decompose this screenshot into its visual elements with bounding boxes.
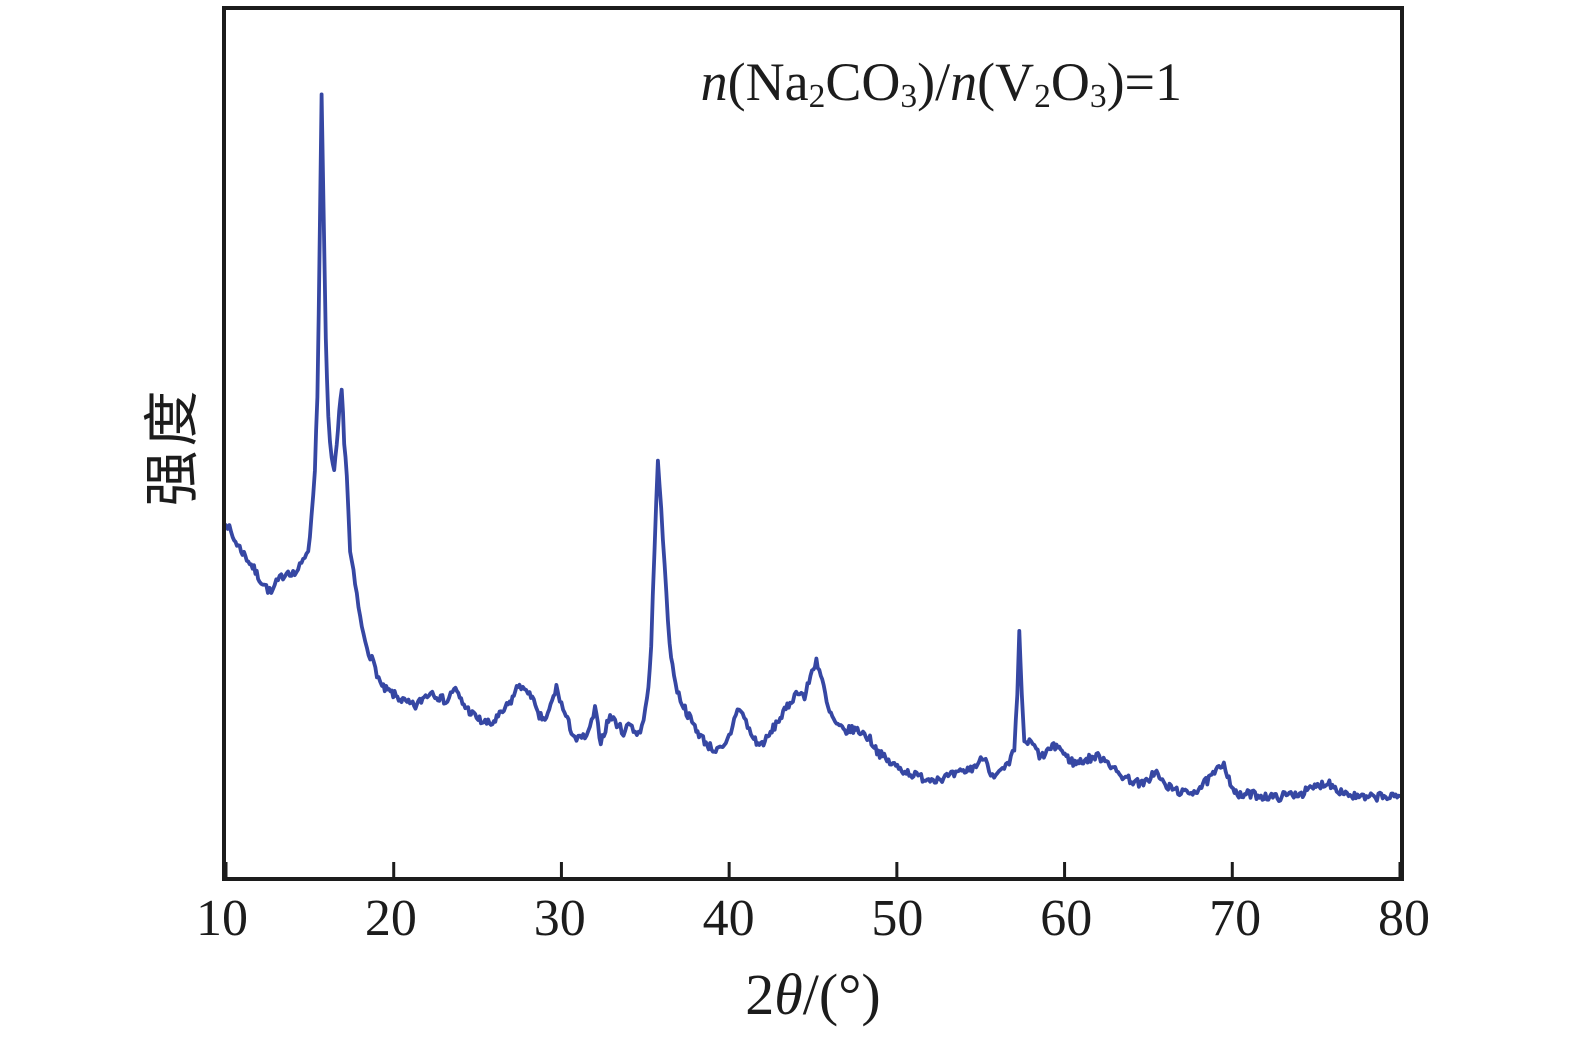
x-tick-label: 10 <box>196 890 248 947</box>
x-tick-label: 20 <box>364 890 417 947</box>
xrd-plot-canvas <box>226 92 1400 877</box>
x-tick-label: 80 <box>1378 890 1430 947</box>
text-segment: )=1 <box>1106 52 1182 112</box>
text-segment: CO <box>825 52 901 112</box>
text-segment: )/ <box>917 52 951 112</box>
text-segment: 2 <box>808 78 826 116</box>
ratio-annotation: n(Na2CO3)/n(V2O3)=1 <box>700 52 1182 114</box>
text-segment: 2 <box>1034 78 1051 116</box>
y-axis-label: 强度 <box>142 386 205 506</box>
text-segment: (V <box>977 52 1035 112</box>
x-tick-label: 40 <box>702 890 755 947</box>
text-segment: θ <box>774 962 803 1027</box>
text-segment: (Na <box>727 52 809 112</box>
text-segment: 2 <box>745 962 775 1027</box>
y-axis-label-box: 强度 <box>104 380 232 512</box>
x-tick-label: 60 <box>1040 890 1093 947</box>
x-tick-label: 50 <box>871 890 924 947</box>
text-segment: n <box>700 52 728 112</box>
text-segment: /(°) <box>802 962 881 1027</box>
xrd-curve <box>226 92 1400 803</box>
text-segment: 3 <box>900 78 918 116</box>
x-tick-labels-row: 10 20 30 40 50 60 70 80 <box>196 890 1430 955</box>
text-segment: O <box>1050 52 1090 112</box>
x-axis-label: 2θ/(°) <box>222 966 1404 1024</box>
text-segment: 3 <box>1089 78 1107 116</box>
plot-area: n(Na2CO3)/n(V2O3)=1 <box>222 6 1404 881</box>
text-segment: n <box>950 52 978 112</box>
x-tick-label: 70 <box>1209 890 1262 947</box>
x-tick-label: 30 <box>533 890 586 947</box>
